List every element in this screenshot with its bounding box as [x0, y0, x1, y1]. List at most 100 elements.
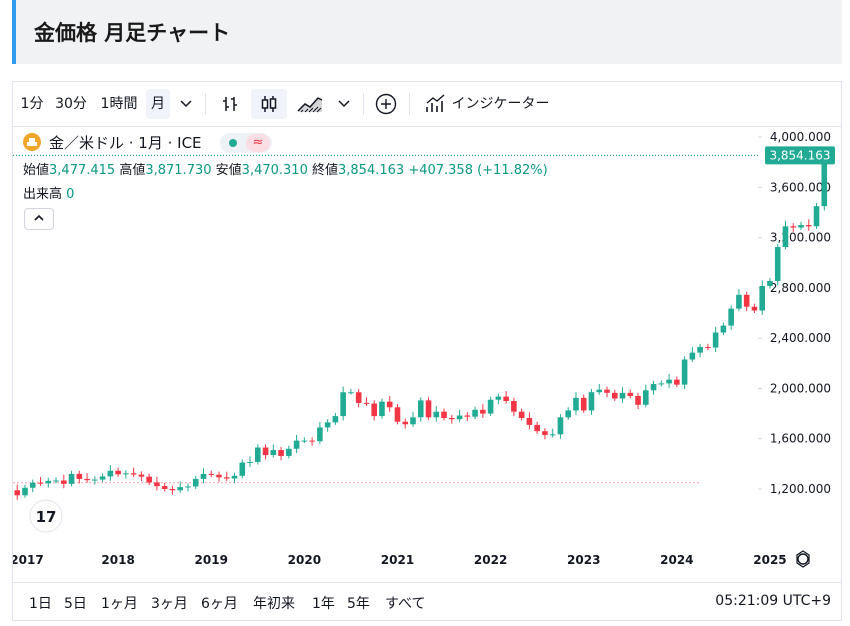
candle-body [565, 410, 571, 418]
y-tick-label: 2,400.000 [770, 331, 831, 345]
candle-body [14, 490, 21, 496]
candle-body [433, 411, 440, 418]
delayed-data-icon: ≈ [246, 134, 270, 152]
candle-body [449, 417, 455, 420]
candle-body [542, 431, 548, 435]
candle-body [270, 450, 277, 456]
page-title: 金価格 月足チャート [34, 21, 231, 45]
interval-month-button[interactable]: 月 [146, 89, 170, 119]
candle-body [324, 422, 331, 428]
candle-body [192, 478, 199, 487]
candle-body [666, 379, 672, 384]
last-price-label: 3,854.163 [769, 148, 830, 162]
candle-body [526, 417, 533, 425]
indicators-label: インジケーター [451, 96, 550, 112]
candle-body [674, 379, 680, 385]
range-5y-button[interactable]: 5年 [347, 596, 370, 612]
y-tick-label: 2,000.000 [770, 381, 831, 395]
gold-icon [23, 133, 41, 151]
x-tick-label: 2021 [381, 553, 414, 567]
candle-body [456, 415, 463, 420]
range-1d-button[interactable]: 1日 [29, 596, 52, 612]
range-all-button[interactable]: すべて [385, 596, 426, 612]
candle-body [301, 440, 308, 442]
candle-body [759, 285, 765, 311]
candle-body [208, 473, 215, 475]
candle-body [798, 225, 804, 228]
candle-body [627, 392, 634, 396]
ohlc-readout: 始値3,477.415 高値3,871.730 安値3,470.310 終値3,… [23, 159, 548, 178]
high-label: 高値 [119, 163, 146, 178]
chart-type-dropdown-button[interactable] [333, 89, 355, 119]
interval-30min-button[interactable]: 30分 [55, 96, 87, 112]
candle-body [255, 447, 261, 462]
market-status-badge[interactable]: ≈ [220, 133, 272, 153]
symbol-name[interactable]: 金／米ドル · 1月 · ICE [49, 134, 202, 152]
candle-body [293, 440, 300, 449]
interval-1hour-button[interactable]: 1時間 [100, 96, 138, 112]
candle-body [200, 473, 207, 479]
candle-body [123, 473, 129, 475]
candle-body [394, 407, 401, 422]
area-style-button[interactable] [293, 89, 327, 119]
price-chart[interactable]: 1,200.000 1,600.000 2,000.000 2,400.000 2,80… [13, 126, 841, 582]
y-tick-label: 2,800.000 [770, 281, 831, 295]
clock-readout[interactable]: 05:21:09 UTC+9 [715, 593, 831, 609]
range-ytd-button[interactable]: 年初来 [253, 596, 295, 612]
candle-body [511, 401, 517, 412]
candle-body [728, 308, 734, 326]
candle-body [813, 206, 820, 227]
candle-body [495, 396, 502, 400]
bar-style-button[interactable] [215, 89, 245, 119]
close-value: 3,854.163 [338, 163, 405, 178]
change-value: +407.358 (+11.82%) [408, 163, 548, 178]
candle-body [386, 401, 393, 408]
candle-body [53, 480, 59, 482]
candle-body [464, 415, 471, 417]
indicators-icon [426, 94, 445, 112]
y-tick-label: 1,200.000 [770, 482, 831, 496]
candle-body [736, 294, 742, 309]
candle-body [472, 409, 478, 417]
bars-icon [223, 97, 237, 111]
candle-body [821, 155, 828, 207]
toolbar-divider [205, 93, 206, 115]
candle-body [107, 470, 114, 477]
chart-toolbar: 1分 30分 1時間 月 [13, 82, 841, 127]
area-chart-icon [297, 97, 323, 113]
low-label: 安値 [215, 163, 242, 178]
range-1m-button[interactable]: 1ヶ月 [101, 596, 138, 612]
candle-style-button[interactable] [251, 89, 287, 119]
tradingview-logo-icon: 17 [36, 508, 57, 526]
candle-body [650, 384, 657, 391]
collapse-legend-button[interactable] [24, 208, 54, 230]
range-1y-button[interactable]: 1年 [312, 596, 335, 612]
candle-body [379, 401, 385, 417]
interval-dropdown-button[interactable] [175, 89, 197, 119]
x-tick-label: 2019 [195, 553, 228, 567]
range-3m-button[interactable]: 3ヶ月 [151, 596, 188, 612]
candle-body [130, 473, 137, 475]
candle-body [22, 487, 28, 496]
range-5d-button[interactable]: 5日 [64, 596, 87, 612]
candle-body [697, 346, 703, 353]
candle-body [348, 392, 354, 394]
open-value: 3,477.415 [49, 163, 116, 178]
candle-body [425, 400, 432, 418]
candle-body [774, 247, 781, 281]
candle-body [720, 325, 727, 333]
candle-body [417, 400, 424, 418]
interval-1min-button[interactable]: 1分 [20, 96, 44, 112]
candle-body [185, 486, 191, 488]
indicators-button[interactable]: インジケーター [425, 89, 565, 119]
candle-body [115, 470, 121, 475]
candle-body [402, 421, 409, 425]
candle-body [790, 226, 797, 228]
y-tick-label: 3,200.000 [770, 231, 831, 245]
range-6m-button[interactable]: 6ヶ月 [201, 596, 238, 612]
candle-body [782, 226, 789, 248]
candle-body [767, 280, 773, 286]
compare-symbol-button[interactable] [371, 89, 401, 119]
candle-body [161, 486, 168, 489]
candle-body [549, 434, 556, 436]
